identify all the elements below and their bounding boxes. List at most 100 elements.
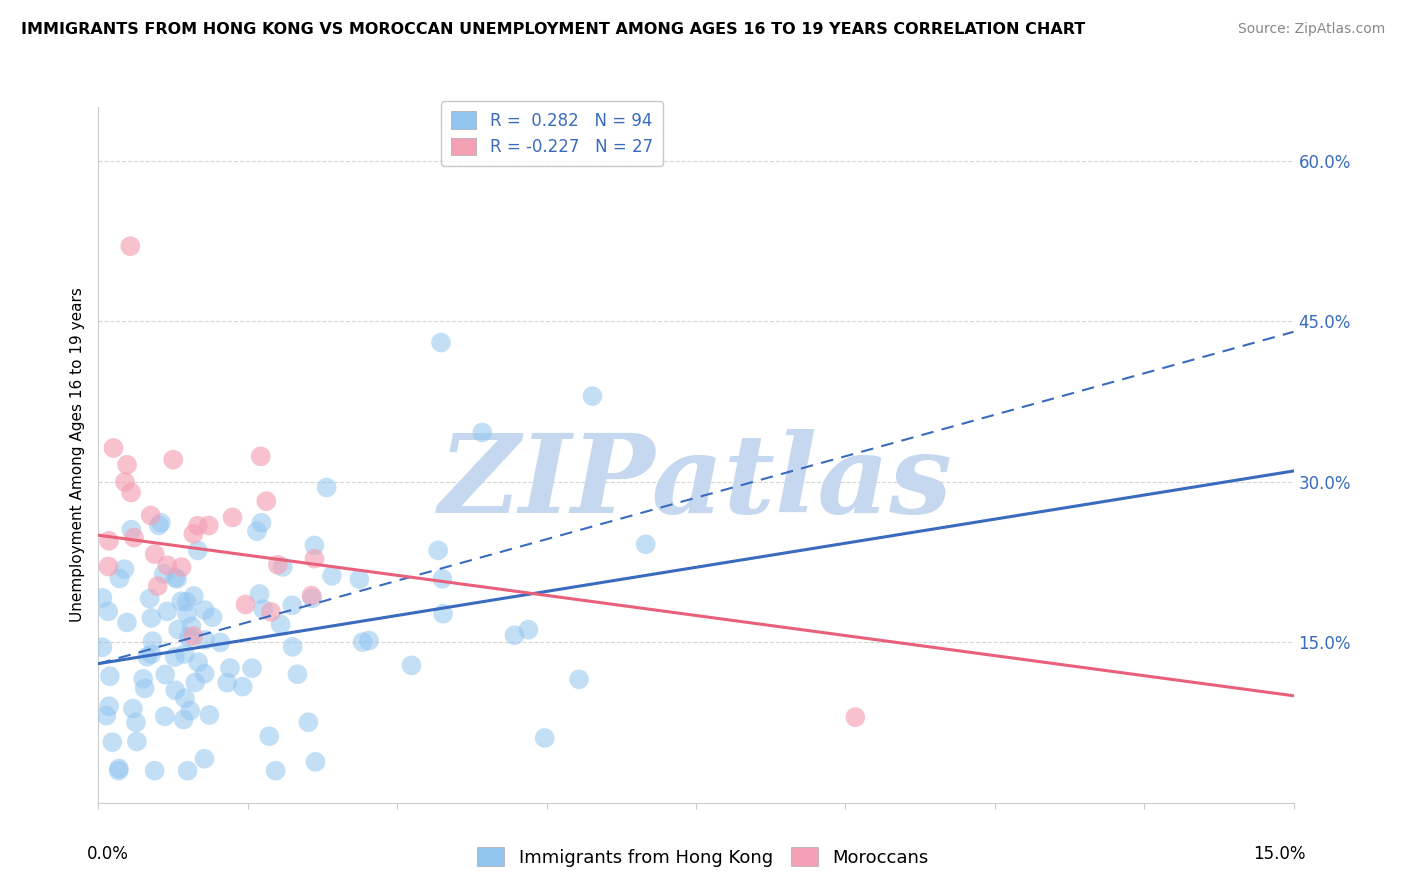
Point (349, 572, 371, 586)
Point (180, 619, 202, 633)
Point (281, 640, 304, 654)
Point (155, 667, 177, 681)
Point (432, 607, 454, 621)
Point (260, 605, 283, 619)
Point (107, 764, 129, 778)
Point (163, 650, 186, 665)
Legend: R =  0.282   N = 94, R = -0.227   N = 27: R = 0.282 N = 94, R = -0.227 N = 27 (441, 102, 662, 166)
Point (321, 569, 343, 583)
Point (136, 649, 159, 664)
Point (176, 595, 198, 609)
Point (174, 691, 197, 706)
Point (91, 591, 114, 605)
Point (184, 675, 207, 690)
Point (143, 547, 166, 561)
Point (432, 572, 454, 586)
Point (125, 715, 148, 730)
Point (357, 633, 380, 648)
Point (304, 539, 326, 553)
Point (114, 475, 136, 489)
Point (844, 710, 866, 724)
Point (108, 762, 131, 776)
Point (503, 628, 526, 642)
Point (271, 560, 294, 574)
Point (471, 425, 494, 440)
Point (209, 635, 232, 649)
Point (401, 658, 423, 673)
Point (568, 673, 591, 687)
Point (301, 589, 323, 603)
Point (194, 603, 217, 617)
Point (149, 516, 172, 530)
Point (122, 531, 145, 545)
Point (120, 485, 142, 500)
Point (98, 699, 121, 714)
Point (181, 629, 204, 643)
Point (173, 713, 195, 727)
Point (219, 661, 242, 675)
Point (427, 543, 450, 558)
Point (96, 708, 118, 723)
Point (162, 452, 184, 467)
Point (97, 559, 120, 574)
Point (240, 661, 263, 675)
Point (156, 558, 179, 573)
Point (187, 543, 209, 558)
Point (235, 598, 257, 612)
Point (281, 599, 304, 613)
Point (634, 537, 657, 551)
Point (533, 731, 555, 745)
Point (352, 635, 374, 649)
Point (264, 764, 287, 778)
Point (143, 764, 166, 778)
Point (193, 752, 215, 766)
Point (125, 734, 148, 748)
Point (165, 571, 187, 585)
Point (301, 591, 323, 606)
Point (287, 667, 309, 681)
Point (153, 709, 176, 723)
Point (108, 571, 131, 585)
Point (198, 518, 221, 533)
Point (103, 441, 125, 455)
Point (193, 666, 215, 681)
Point (156, 604, 179, 618)
Point (176, 607, 198, 621)
Point (141, 647, 163, 661)
Y-axis label: Unemployment Among Ages 16 to 19 years: Unemployment Among Ages 16 to 19 years (69, 287, 84, 623)
Point (141, 634, 163, 648)
Point (517, 623, 540, 637)
Point (115, 615, 138, 630)
Point (249, 450, 271, 464)
Point (232, 680, 254, 694)
Point (221, 510, 243, 524)
Text: 0.0%: 0.0% (87, 845, 128, 863)
Point (179, 704, 201, 718)
Point (146, 579, 169, 593)
Point (187, 655, 209, 669)
Point (139, 508, 162, 523)
Point (98, 533, 121, 548)
Point (121, 701, 143, 715)
Point (120, 239, 142, 253)
Point (101, 735, 124, 749)
Point (170, 594, 193, 608)
Text: Source: ZipAtlas.com: Source: ZipAtlas.com (1237, 22, 1385, 37)
Point (252, 602, 274, 616)
Point (177, 630, 200, 644)
Point (138, 591, 160, 606)
Point (187, 518, 209, 533)
Point (141, 611, 163, 625)
Text: 15.0%: 15.0% (1253, 845, 1306, 863)
Point (176, 764, 198, 778)
Point (183, 526, 205, 541)
Point (183, 589, 205, 603)
Point (166, 572, 188, 586)
Point (152, 566, 174, 581)
Point (246, 524, 269, 538)
Point (304, 551, 326, 566)
Point (259, 729, 281, 743)
Point (173, 647, 195, 661)
Point (581, 389, 603, 403)
Point (132, 672, 155, 686)
